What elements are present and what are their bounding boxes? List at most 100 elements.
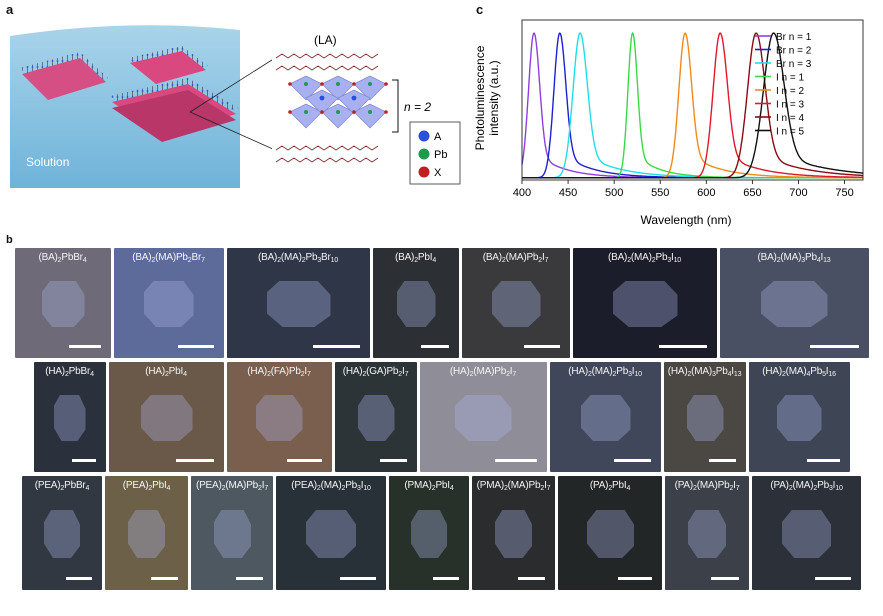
micrograph-tile: (HA)2PbBr4 xyxy=(33,362,106,472)
x-tick-label-650: 650 xyxy=(743,187,761,199)
crystal-flake xyxy=(454,395,512,441)
tile-label: (BA)2(MA)2Pb3I10 xyxy=(607,252,681,264)
x-axis-label: Wavelength (nm) xyxy=(641,213,732,227)
micrograph-tile: (HA)2(GA)Pb2I7 xyxy=(334,362,417,472)
scale-bar xyxy=(71,459,96,462)
scale-bar xyxy=(494,459,537,462)
scale-bar xyxy=(708,459,736,462)
crystal-flake xyxy=(688,510,726,558)
micrograph-tile: (BA)2(MA)Pb2Br7 xyxy=(113,248,224,358)
tile-label: (HA)2(MA)4Pb5I16 xyxy=(762,366,836,378)
crystal-flake xyxy=(580,395,631,441)
series-line-5 xyxy=(522,32,863,179)
micrograph-tile: (HA)2PbI4 xyxy=(108,362,224,472)
micrograph-tile: (PEA)2(MA)Pb2I7 xyxy=(191,476,273,590)
crystal-flake xyxy=(53,395,86,441)
tile-label: (PEA)2PbBr4 xyxy=(34,480,90,492)
scale-bar xyxy=(618,577,652,580)
tile-label: (PA)2PbI4 xyxy=(589,480,631,492)
crystal-flake xyxy=(760,281,828,327)
scale-bar xyxy=(379,459,407,462)
series-line-3 xyxy=(522,32,863,179)
tile-label: (PEA)2(MA)Pb2I7 xyxy=(195,480,269,492)
series-line-7 xyxy=(522,32,864,179)
atom-x-icon xyxy=(418,166,430,178)
micrograph-tile: (HA)2(MA)3Pb4I13 xyxy=(663,362,746,472)
nanosheet xyxy=(110,78,238,142)
x-tick-label-450: 450 xyxy=(559,187,577,199)
atom-legend: A Pb X xyxy=(409,121,461,185)
panel-a-letter: a xyxy=(6,2,14,17)
scale-bar xyxy=(286,459,322,462)
scale-bar xyxy=(236,577,263,580)
scale-bar xyxy=(809,345,859,348)
scale-bar xyxy=(815,577,851,580)
atom-pb-icon xyxy=(418,148,430,160)
micrograph-tile: (BA)2(MA)3Pb4I13 xyxy=(719,248,869,358)
scale-bar xyxy=(340,577,376,580)
tile-label: (BA)2(MA)3Pb4I13 xyxy=(757,252,831,264)
panel-a: a Solution xyxy=(0,0,470,200)
legend-entry-1: Br n = 1 xyxy=(776,32,812,43)
x-tick-label-400: 400 xyxy=(513,187,531,199)
atom-x-label: X xyxy=(434,167,442,179)
micrograph-tile: (HA)2(FA)Pb2I7 xyxy=(226,362,332,472)
crystal-structure xyxy=(272,50,392,170)
micrograph-tile: (PEA)2PbI4 xyxy=(105,476,188,590)
panel-b-letter: b xyxy=(6,234,13,246)
scale-bar xyxy=(518,577,545,580)
tile-label: (HA)2(MA)3Pb4I13 xyxy=(667,366,742,378)
tile-label: (BA)2(MA)Pb2Br7 xyxy=(132,252,205,264)
crystal-flake xyxy=(587,510,634,558)
n-label: n = 2 xyxy=(404,100,431,114)
pl-spectra-chart: 400 450 500 550 600 650 700 750 Br n = 1 Br n = … xyxy=(473,19,864,227)
scale-bar xyxy=(175,459,214,462)
plot-frame xyxy=(521,19,864,181)
tile-label: (BA)2PbI4 xyxy=(394,252,437,264)
atom-a-label: A xyxy=(434,131,442,143)
micrograph-tile: (PMA)2PbI4 xyxy=(389,476,469,590)
crystal-flake xyxy=(255,395,303,441)
tile-label: (HA)2(GA)Pb2I7 xyxy=(342,366,409,378)
x-tick-label-500: 500 xyxy=(605,187,623,199)
crystal-flake xyxy=(143,281,194,327)
scale-bar xyxy=(433,577,459,580)
micrograph-tile: (PA)2(MA)Pb2I7 xyxy=(665,476,749,590)
micrograph-tile: (HA)2(MA)4Pb5I16 xyxy=(748,362,850,472)
micrograph-tile: (BA)2(MA)Pb2I7 xyxy=(461,248,570,358)
scale-bar xyxy=(711,577,739,580)
crystal-flake xyxy=(41,281,85,327)
micrograph-tile: (HA)2(MA)2Pb3I10 xyxy=(549,362,661,472)
panel-b: b (BA)2PbBr4 (BA)2(MA)Pb2Br7 (BA)2(MA)2Pb3… xyxy=(0,234,883,616)
x-tick-label-750: 750 xyxy=(835,187,853,199)
scale-bar xyxy=(613,459,651,462)
micrograph-tile: (PA)2PbI4 xyxy=(558,476,662,590)
scale-bar xyxy=(420,345,449,348)
micrograph-tile: (HA)2(MA)Pb2I7 xyxy=(419,362,547,472)
legend-entry-7: I n = 4 xyxy=(776,113,805,124)
schematic-figure: Solution xyxy=(10,25,461,189)
tile-label: (PEA)2PbI4 xyxy=(122,480,171,492)
series-line-2 xyxy=(522,32,863,179)
scale-bar xyxy=(68,345,101,348)
scale-bar xyxy=(658,345,707,348)
tile-label: (PEA)2(MA)2Pb3I10 xyxy=(291,480,371,492)
micrograph-tile: (BA)2(MA)2Pb3Br10 xyxy=(226,248,370,358)
atom-pb-label: Pb xyxy=(434,149,447,161)
crystal-flake xyxy=(782,510,831,558)
tile-label: (PMA)2PbI4 xyxy=(404,480,454,492)
tile-label: (PA)2(MA)2Pb3I10 xyxy=(770,480,843,492)
crystal-flake xyxy=(44,510,80,558)
micrograph-tile: (PEA)2PbBr4 xyxy=(22,476,102,590)
crystal-flake xyxy=(357,395,395,441)
atom-a-icon xyxy=(418,130,430,142)
scale-bar xyxy=(151,577,178,580)
crystal-flake xyxy=(491,281,541,327)
crystal-flake xyxy=(306,510,356,558)
tile-label: (HA)2PbBr4 xyxy=(45,366,94,378)
la-label: (LA) xyxy=(314,33,337,47)
tile-label: (PMA)2(MA)Pb2I7 xyxy=(476,480,551,492)
scale-bar xyxy=(177,345,214,348)
tile-label: (BA)2PbBr4 xyxy=(38,252,87,264)
tile-label: (HA)2PbI4 xyxy=(145,366,187,378)
